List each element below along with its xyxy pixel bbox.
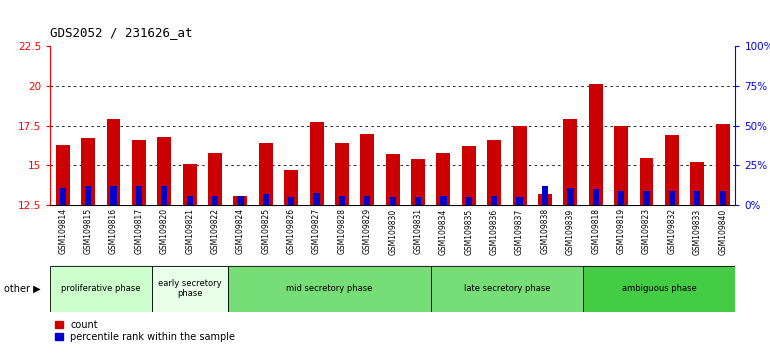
Bar — [233, 196, 247, 205]
Bar — [55, 145, 70, 205]
Bar — [157, 137, 171, 205]
Bar — [430, 266, 583, 312]
Bar — [589, 84, 603, 205]
Text: GSM109839: GSM109839 — [566, 208, 575, 255]
Text: GSM109836: GSM109836 — [490, 208, 499, 255]
Text: other ▶: other ▶ — [4, 284, 41, 293]
Text: GSM109821: GSM109821 — [185, 208, 194, 254]
Text: GSM109816: GSM109816 — [109, 208, 118, 255]
Text: mid secretory phase: mid secretory phase — [286, 284, 373, 293]
Text: GSM109822: GSM109822 — [210, 208, 219, 254]
Bar — [669, 191, 675, 205]
Text: GSM109825: GSM109825 — [261, 208, 270, 255]
Bar — [106, 119, 120, 205]
Bar — [237, 196, 243, 205]
Text: GSM109840: GSM109840 — [718, 208, 727, 255]
Text: GSM109815: GSM109815 — [84, 208, 92, 255]
Text: GSM109831: GSM109831 — [413, 208, 423, 255]
Bar — [360, 133, 374, 205]
Bar — [487, 140, 501, 205]
Bar — [583, 266, 735, 312]
Text: GSM109817: GSM109817 — [135, 208, 143, 255]
Text: GSM109835: GSM109835 — [464, 208, 474, 255]
Bar — [182, 164, 196, 205]
Text: GSM109829: GSM109829 — [363, 208, 372, 255]
Bar — [390, 197, 396, 205]
Bar — [538, 194, 552, 205]
Bar — [132, 140, 146, 205]
Bar — [386, 154, 400, 205]
Bar — [284, 170, 298, 205]
Bar — [313, 193, 320, 205]
Text: GSM109819: GSM109819 — [617, 208, 626, 255]
Text: GDS2052 / 231626_at: GDS2052 / 231626_at — [50, 26, 192, 39]
Bar — [437, 153, 450, 205]
Text: ambiguous phase: ambiguous phase — [622, 284, 697, 293]
Bar — [694, 191, 701, 205]
Text: GSM109827: GSM109827 — [312, 208, 321, 255]
Bar — [513, 126, 527, 205]
Bar — [719, 191, 726, 205]
Text: GSM109833: GSM109833 — [693, 208, 701, 255]
Bar — [665, 135, 679, 205]
Legend: count, percentile rank within the sample: count, percentile rank within the sample — [55, 320, 236, 342]
Text: GSM109837: GSM109837 — [515, 208, 524, 255]
Bar — [288, 197, 294, 205]
Text: GSM109818: GSM109818 — [591, 208, 601, 254]
Text: GSM109826: GSM109826 — [286, 208, 296, 255]
Bar — [567, 188, 574, 205]
Bar — [259, 143, 273, 205]
Text: GSM109832: GSM109832 — [668, 208, 676, 255]
Text: GSM109830: GSM109830 — [388, 208, 397, 255]
Bar — [152, 266, 228, 312]
Bar — [364, 196, 370, 205]
Bar — [85, 186, 92, 205]
Bar — [640, 158, 654, 205]
Bar — [339, 196, 345, 205]
Text: GSM109828: GSM109828 — [337, 208, 346, 254]
Bar — [491, 196, 497, 205]
Bar — [517, 197, 523, 205]
Bar — [466, 197, 472, 205]
Bar — [228, 266, 430, 312]
Text: GSM109814: GSM109814 — [59, 208, 67, 255]
Bar — [81, 138, 95, 205]
Bar — [186, 196, 192, 205]
Text: GSM109820: GSM109820 — [159, 208, 169, 255]
Bar — [542, 186, 548, 205]
Bar — [564, 119, 578, 205]
Bar — [335, 143, 349, 205]
Text: GSM109824: GSM109824 — [236, 208, 245, 255]
Bar — [690, 162, 705, 205]
Bar — [208, 153, 222, 205]
Bar — [415, 197, 421, 205]
Text: proliferative phase: proliferative phase — [61, 284, 141, 293]
Bar — [136, 186, 142, 205]
Text: GSM109823: GSM109823 — [642, 208, 651, 255]
Bar — [462, 146, 476, 205]
Text: early secretory
phase: early secretory phase — [158, 279, 222, 298]
Bar — [310, 122, 323, 205]
Bar — [593, 189, 599, 205]
Text: late secretory phase: late secretory phase — [464, 284, 551, 293]
Text: GSM109834: GSM109834 — [439, 208, 448, 255]
Bar — [715, 124, 730, 205]
Bar — [618, 191, 624, 205]
Bar — [440, 196, 447, 205]
Bar — [614, 126, 628, 205]
Text: GSM109838: GSM109838 — [541, 208, 550, 255]
Bar — [263, 194, 269, 205]
Bar — [161, 186, 167, 205]
Bar — [411, 159, 425, 205]
Bar — [212, 196, 218, 205]
Bar — [644, 191, 650, 205]
Bar — [110, 186, 116, 205]
Bar — [50, 266, 152, 312]
Bar — [59, 188, 66, 205]
